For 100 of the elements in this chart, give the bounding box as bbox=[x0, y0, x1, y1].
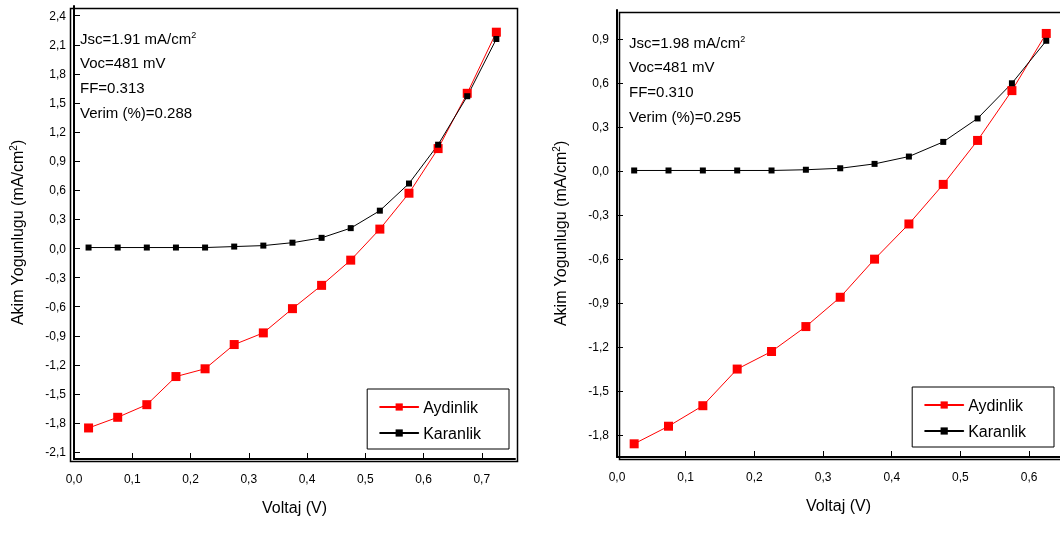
point bbox=[346, 255, 356, 265]
annotation: Voc=481 mV bbox=[629, 58, 715, 75]
point bbox=[258, 328, 268, 338]
y-tick-label: -1,5 bbox=[588, 384, 610, 399]
point bbox=[734, 167, 741, 174]
point bbox=[629, 439, 639, 449]
point bbox=[85, 244, 92, 251]
point bbox=[699, 167, 706, 174]
y-tick-label: -1,8 bbox=[45, 416, 67, 431]
point bbox=[317, 280, 327, 290]
point bbox=[405, 180, 412, 187]
y-tick-label: -1,8 bbox=[588, 428, 610, 443]
annotation: Verim (%)=0.288 bbox=[80, 104, 193, 121]
point bbox=[768, 167, 775, 174]
annotation: Voc=481 mV bbox=[80, 54, 166, 71]
point bbox=[664, 421, 674, 431]
y-tick-label: 0,6 bbox=[49, 183, 67, 198]
point bbox=[143, 244, 150, 251]
x-tick-label: 0,1 bbox=[677, 470, 695, 484]
annotation: Verim (%)=0.295 bbox=[629, 108, 742, 125]
annotation: FF=0.313 bbox=[80, 79, 145, 96]
point bbox=[289, 239, 296, 246]
y-tick-label: 0,9 bbox=[49, 154, 67, 169]
x-tick-label: 0,6 bbox=[1020, 470, 1038, 484]
y-axis-title: Akim Yogunlugu (mA/cm2) bbox=[7, 139, 26, 326]
annotation: FF=0.310 bbox=[629, 83, 694, 100]
point bbox=[142, 400, 152, 410]
y-tick-label: 1,2 bbox=[49, 125, 67, 140]
point bbox=[491, 27, 501, 37]
point bbox=[202, 244, 209, 251]
legend-label: Aydinlik bbox=[968, 396, 1025, 414]
y-tick-label: 0,3 bbox=[592, 120, 610, 135]
y-tick-label: 0,9 bbox=[592, 32, 610, 47]
y-tick-label: 1,8 bbox=[49, 66, 67, 81]
y-tick-label: -0,6 bbox=[45, 299, 67, 314]
x-tick-label: 0,7 bbox=[473, 472, 491, 486]
y-tick-label: -1,2 bbox=[588, 340, 610, 355]
point bbox=[375, 224, 385, 234]
y-tick-label: -0,9 bbox=[45, 328, 67, 343]
y-tick-label: -2,1 bbox=[45, 445, 67, 460]
y-tick-label: -0,6 bbox=[588, 252, 610, 267]
legend-label: Aydinlik bbox=[423, 398, 480, 416]
point bbox=[802, 166, 809, 173]
y-tick-label: 0,0 bbox=[49, 241, 67, 256]
point bbox=[493, 35, 500, 42]
x-axis-title: Voltaj (V) bbox=[262, 498, 327, 516]
x-tick-label: 0,3 bbox=[814, 470, 832, 484]
y-tick-label: -0,3 bbox=[588, 208, 610, 223]
point bbox=[260, 242, 267, 249]
point bbox=[837, 165, 844, 172]
x-tick-label: 0,0 bbox=[608, 470, 626, 484]
point bbox=[84, 423, 94, 433]
x-tick-label: 0,5 bbox=[356, 472, 374, 486]
point bbox=[376, 207, 383, 214]
y-tick-label: -0,9 bbox=[588, 296, 610, 311]
point bbox=[113, 412, 123, 422]
point bbox=[801, 322, 811, 332]
point bbox=[973, 135, 983, 145]
point bbox=[318, 234, 325, 241]
legend-label: Karanlik bbox=[423, 424, 482, 442]
x-tick-label: 0,6 bbox=[415, 472, 433, 486]
y-tick-label: 0,0 bbox=[592, 164, 610, 179]
point bbox=[665, 167, 672, 174]
point bbox=[732, 364, 742, 374]
point bbox=[904, 219, 914, 229]
y-tick-label: -1,2 bbox=[45, 357, 67, 372]
x-tick-label: 0,2 bbox=[746, 470, 764, 484]
point bbox=[940, 138, 947, 145]
point bbox=[767, 346, 777, 356]
x-tick-label: 0,1 bbox=[123, 472, 141, 486]
x-tick-label: 0,2 bbox=[182, 472, 200, 486]
point bbox=[347, 225, 354, 232]
y-tick-label: 0,3 bbox=[49, 212, 67, 227]
point bbox=[698, 401, 708, 411]
point bbox=[231, 243, 238, 250]
x-tick-label: 0,3 bbox=[240, 472, 258, 486]
y-tick-label: 1,5 bbox=[49, 96, 67, 110]
point bbox=[200, 364, 210, 374]
point bbox=[1008, 80, 1015, 87]
y-tick-label: -1,5 bbox=[45, 387, 67, 402]
point bbox=[171, 372, 181, 382]
x-axis-title: Voltaj (V) bbox=[806, 496, 871, 514]
point bbox=[870, 254, 880, 264]
point bbox=[1041, 28, 1051, 38]
point bbox=[464, 93, 471, 100]
y-tick-label: 0,6 bbox=[592, 76, 610, 91]
point bbox=[905, 153, 912, 160]
legend-label: Karanlik bbox=[968, 422, 1027, 440]
y-tick-label: 2,1 bbox=[49, 37, 67, 52]
point bbox=[229, 340, 239, 350]
x-tick-label: 0,0 bbox=[65, 472, 83, 486]
y-tick-label: -0,3 bbox=[45, 270, 67, 285]
point bbox=[287, 304, 297, 314]
y-axis-title: Akim Yogunlugu (mA/cm2) bbox=[550, 140, 569, 327]
point bbox=[1007, 86, 1017, 96]
x-tick-label: 0,4 bbox=[298, 472, 316, 486]
point bbox=[435, 141, 442, 148]
point bbox=[938, 179, 948, 189]
point bbox=[172, 244, 179, 251]
x-tick-label: 0,4 bbox=[883, 470, 901, 484]
